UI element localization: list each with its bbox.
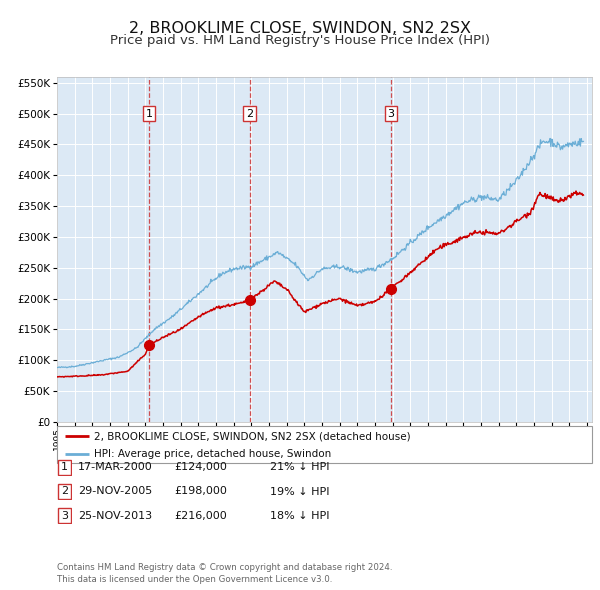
Text: Contains HM Land Registry data © Crown copyright and database right 2024.
This d: Contains HM Land Registry data © Crown c… xyxy=(57,563,392,584)
Text: 1: 1 xyxy=(61,463,68,472)
Text: 17-MAR-2000: 17-MAR-2000 xyxy=(78,463,153,472)
Text: £216,000: £216,000 xyxy=(174,511,227,520)
Text: 3: 3 xyxy=(388,109,394,119)
Text: £198,000: £198,000 xyxy=(174,487,227,496)
Text: 25-NOV-2013: 25-NOV-2013 xyxy=(78,511,152,520)
Text: 18% ↓ HPI: 18% ↓ HPI xyxy=(270,511,329,520)
Text: HPI: Average price, detached house, Swindon: HPI: Average price, detached house, Swin… xyxy=(94,449,332,459)
Text: 1: 1 xyxy=(146,109,152,119)
Text: 2: 2 xyxy=(61,487,68,496)
Text: 3: 3 xyxy=(61,511,68,520)
Text: 2, BROOKLIME CLOSE, SWINDON, SN2 2SX: 2, BROOKLIME CLOSE, SWINDON, SN2 2SX xyxy=(129,21,471,35)
Text: 29-NOV-2005: 29-NOV-2005 xyxy=(78,487,152,496)
Text: Price paid vs. HM Land Registry's House Price Index (HPI): Price paid vs. HM Land Registry's House … xyxy=(110,34,490,47)
Text: 19% ↓ HPI: 19% ↓ HPI xyxy=(270,487,329,496)
Text: 21% ↓ HPI: 21% ↓ HPI xyxy=(270,463,329,472)
Text: 2, BROOKLIME CLOSE, SWINDON, SN2 2SX (detached house): 2, BROOKLIME CLOSE, SWINDON, SN2 2SX (de… xyxy=(94,431,411,441)
Text: £124,000: £124,000 xyxy=(174,463,227,472)
Text: 2: 2 xyxy=(246,109,253,119)
